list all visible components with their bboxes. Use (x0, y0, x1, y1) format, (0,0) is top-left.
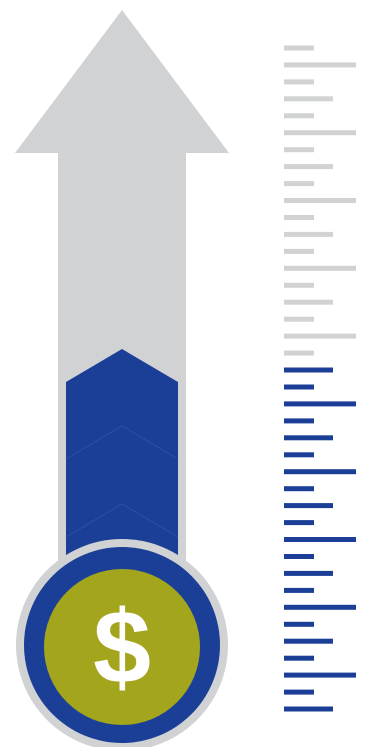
scale-tick (284, 316, 314, 322)
scale-tick (284, 130, 356, 136)
scale-tick (284, 113, 314, 119)
scale-tick (284, 164, 333, 170)
scale-tick (284, 45, 314, 51)
fill-column (66, 349, 178, 600)
scale-tick (284, 570, 333, 576)
scale-tick (284, 367, 333, 373)
coin (44, 569, 200, 725)
scale-tick (284, 452, 314, 458)
scale-tick (284, 689, 314, 695)
scale-tick (284, 604, 356, 610)
scale-tick (284, 706, 333, 712)
chevron-line (65, 503, 179, 538)
scale-tick (284, 96, 333, 102)
scale-tick (284, 198, 356, 203)
scale-tick (284, 333, 356, 339)
scale-tick (284, 503, 333, 509)
scale-tick (284, 79, 314, 85)
scale-tick (284, 587, 314, 593)
scale-tick (284, 384, 314, 390)
scale (284, 45, 356, 712)
scale-tick (284, 554, 314, 559)
scale-tick (284, 181, 314, 187)
scale-tick (284, 655, 314, 661)
scale-tick (284, 62, 356, 68)
chevron-line (65, 425, 179, 460)
scale-tick (284, 638, 333, 644)
dollar-symbol: $ (93, 590, 151, 706)
scale-tick (284, 418, 314, 424)
scale-tick (284, 520, 314, 526)
scale-tick (284, 486, 314, 492)
scale-tick (284, 469, 356, 475)
scale-tick (284, 265, 356, 271)
scale-tick (284, 248, 314, 254)
scale-tick (284, 299, 333, 305)
scale-tick (284, 435, 333, 441)
scale-tick (284, 672, 356, 678)
scale-tick (284, 401, 356, 407)
scale-tick (284, 147, 314, 153)
scale-tick (284, 282, 314, 288)
scale-tick (284, 215, 314, 220)
scale-tick (284, 621, 314, 627)
scale-tick (284, 231, 333, 237)
scale-tick (284, 350, 314, 356)
scale-tick (284, 537, 356, 542)
